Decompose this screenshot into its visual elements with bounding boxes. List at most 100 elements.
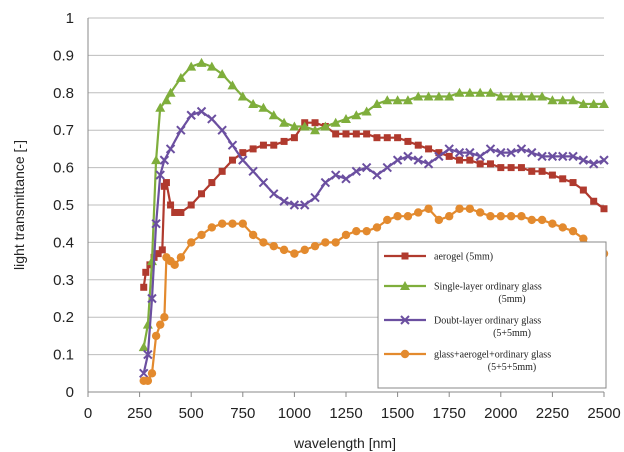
data-point	[578, 99, 589, 109]
data-point	[527, 215, 536, 225]
data-point	[331, 238, 340, 247]
data-point	[299, 121, 310, 131]
data-point	[341, 113, 351, 123]
legend-marker	[400, 315, 410, 325]
data-point	[330, 117, 341, 127]
data-point	[289, 200, 300, 210]
data-point	[280, 137, 288, 145]
data-point	[161, 95, 172, 105]
x-axis-title: wavelength [nm]	[293, 435, 396, 451]
data-point	[372, 170, 382, 180]
y-tick-label: 0.3	[53, 272, 74, 289]
data-point	[142, 268, 150, 276]
data-point	[434, 151, 444, 162]
data-point	[167, 201, 175, 209]
data-point	[423, 91, 434, 101]
data-point	[394, 134, 402, 142]
data-point	[496, 212, 505, 221]
data-point	[143, 376, 153, 385]
data-point	[160, 313, 169, 322]
x-tick-label: 0	[84, 405, 92, 422]
data-point	[352, 130, 360, 138]
data-point	[207, 223, 217, 232]
data-point	[403, 212, 413, 221]
data-point	[362, 226, 371, 236]
legend-sublabel: (5+5+5mm)	[488, 362, 537, 373]
y-tick-label: 0	[66, 384, 74, 401]
data-point	[269, 189, 279, 199]
data-point	[425, 145, 433, 153]
data-point	[393, 212, 402, 221]
legend-label: aerogel (5mm)	[434, 252, 493, 263]
data-point	[290, 249, 299, 258]
data-point	[156, 320, 165, 329]
data-point	[599, 99, 609, 109]
data-point	[228, 156, 236, 164]
legend-entry: Doubt-layer ordinary glass(5+5mm)	[384, 315, 541, 339]
data-point	[186, 61, 197, 71]
data-point	[506, 91, 517, 101]
data-point	[568, 95, 579, 105]
data-point	[332, 130, 340, 138]
data-point	[507, 164, 515, 172]
data-point	[160, 182, 168, 190]
data-point	[300, 245, 309, 255]
legend-label: Doubt-layer ordinary glass	[434, 316, 541, 327]
data-point	[382, 162, 392, 173]
data-point	[464, 87, 475, 97]
data-point	[227, 80, 238, 90]
data-point	[351, 166, 362, 177]
data-point	[445, 152, 453, 160]
data-point	[537, 151, 547, 162]
x-tick-label: 1500	[381, 405, 414, 422]
data-point	[558, 151, 568, 162]
series-x	[139, 106, 609, 379]
y-tick-labels: 0 0.1 0.2 0.3 0.4 0.5 0.6 0.7 0.8 0.9 1	[53, 10, 74, 401]
data-point	[371, 99, 382, 109]
data-point	[404, 137, 412, 145]
data-point	[569, 179, 577, 187]
data-point	[239, 149, 247, 157]
data-point	[259, 238, 268, 247]
y-tick-label: 0.6	[53, 160, 74, 177]
data-point	[310, 125, 321, 135]
data-point	[151, 331, 161, 341]
data-point	[392, 155, 403, 165]
series-line	[142, 121, 605, 288]
data-point	[279, 196, 289, 206]
data-point	[207, 114, 217, 124]
data-point	[433, 91, 444, 101]
data-point	[320, 121, 331, 131]
data-point	[475, 87, 486, 97]
data-point	[279, 245, 289, 255]
data-point	[455, 204, 464, 213]
data-point	[558, 223, 567, 232]
data-point	[176, 125, 186, 135]
data-point	[269, 241, 278, 251]
data-point	[208, 179, 216, 187]
data-point	[342, 130, 350, 138]
data-point	[475, 208, 485, 217]
data-point	[171, 208, 179, 216]
series-square	[140, 119, 608, 291]
data-point	[206, 61, 217, 71]
data-point	[198, 190, 206, 198]
data-point	[249, 145, 257, 153]
x-tick-label: 1750	[433, 405, 466, 422]
data-point	[143, 349, 153, 360]
data-point	[568, 151, 578, 162]
series-layer	[138, 57, 609, 385]
data-point	[248, 166, 258, 177]
y-tick-label: 0.5	[53, 197, 74, 214]
data-point	[435, 149, 443, 157]
y-tick-label: 0.2	[53, 309, 74, 326]
data-point	[456, 156, 464, 164]
data-point	[227, 140, 238, 150]
data-point	[155, 102, 166, 112]
data-point	[237, 91, 248, 101]
data-point	[320, 177, 331, 188]
data-point	[588, 159, 599, 169]
data-point	[248, 230, 258, 240]
y-tick-label: 0.7	[53, 122, 74, 139]
data-point	[538, 167, 546, 175]
